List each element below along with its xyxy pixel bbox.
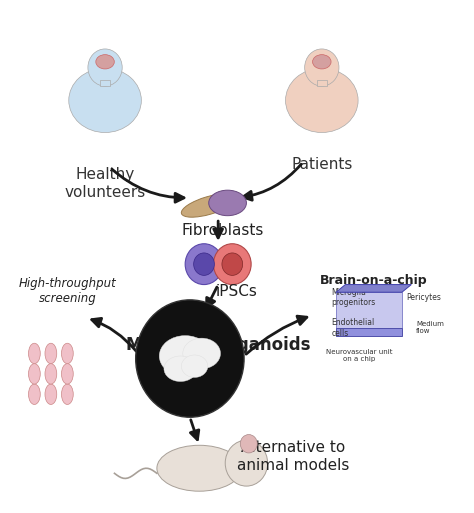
Polygon shape bbox=[336, 328, 402, 336]
Ellipse shape bbox=[312, 55, 331, 69]
Ellipse shape bbox=[159, 336, 211, 377]
Polygon shape bbox=[100, 81, 110, 86]
Polygon shape bbox=[336, 285, 411, 292]
Ellipse shape bbox=[69, 68, 141, 132]
Circle shape bbox=[213, 244, 251, 285]
Ellipse shape bbox=[209, 190, 246, 215]
Ellipse shape bbox=[285, 68, 358, 132]
Ellipse shape bbox=[157, 445, 242, 491]
Polygon shape bbox=[317, 81, 327, 86]
Text: Microglia
progenitors: Microglia progenitors bbox=[331, 288, 375, 307]
Ellipse shape bbox=[45, 384, 57, 404]
Text: Pericytes: Pericytes bbox=[407, 293, 441, 302]
Text: Alternative to
animal models: Alternative to animal models bbox=[237, 440, 350, 472]
Ellipse shape bbox=[62, 343, 73, 364]
Text: iPSCs: iPSCs bbox=[216, 284, 258, 299]
Circle shape bbox=[225, 440, 268, 486]
Ellipse shape bbox=[182, 355, 208, 378]
Circle shape bbox=[194, 253, 214, 275]
Ellipse shape bbox=[28, 343, 40, 364]
Text: Brain-on-a-chip: Brain-on-a-chip bbox=[320, 274, 428, 287]
Text: Neurovascular unit
on a chip: Neurovascular unit on a chip bbox=[326, 349, 393, 363]
Text: High-throughput
screening: High-throughput screening bbox=[18, 277, 116, 305]
Ellipse shape bbox=[183, 338, 220, 369]
Text: Patients: Patients bbox=[291, 157, 353, 172]
Text: Medium
flow: Medium flow bbox=[416, 322, 444, 334]
Text: Midbrain Organoids: Midbrain Organoids bbox=[126, 336, 310, 353]
Ellipse shape bbox=[45, 343, 57, 364]
Ellipse shape bbox=[28, 364, 40, 384]
Text: Healthy
volunteers: Healthy volunteers bbox=[64, 167, 146, 200]
Circle shape bbox=[240, 435, 257, 453]
Circle shape bbox=[305, 49, 339, 86]
Ellipse shape bbox=[62, 364, 73, 384]
Ellipse shape bbox=[164, 356, 197, 382]
Ellipse shape bbox=[182, 194, 236, 217]
Text: Endothelial
cells: Endothelial cells bbox=[331, 318, 374, 338]
Circle shape bbox=[222, 253, 243, 275]
Ellipse shape bbox=[28, 384, 40, 404]
Text: Fibroblasts: Fibroblasts bbox=[182, 223, 264, 239]
Circle shape bbox=[185, 244, 223, 285]
Circle shape bbox=[88, 49, 122, 86]
Ellipse shape bbox=[45, 364, 57, 384]
Ellipse shape bbox=[62, 384, 73, 404]
Polygon shape bbox=[336, 292, 402, 328]
Circle shape bbox=[136, 300, 244, 417]
Ellipse shape bbox=[96, 55, 114, 69]
